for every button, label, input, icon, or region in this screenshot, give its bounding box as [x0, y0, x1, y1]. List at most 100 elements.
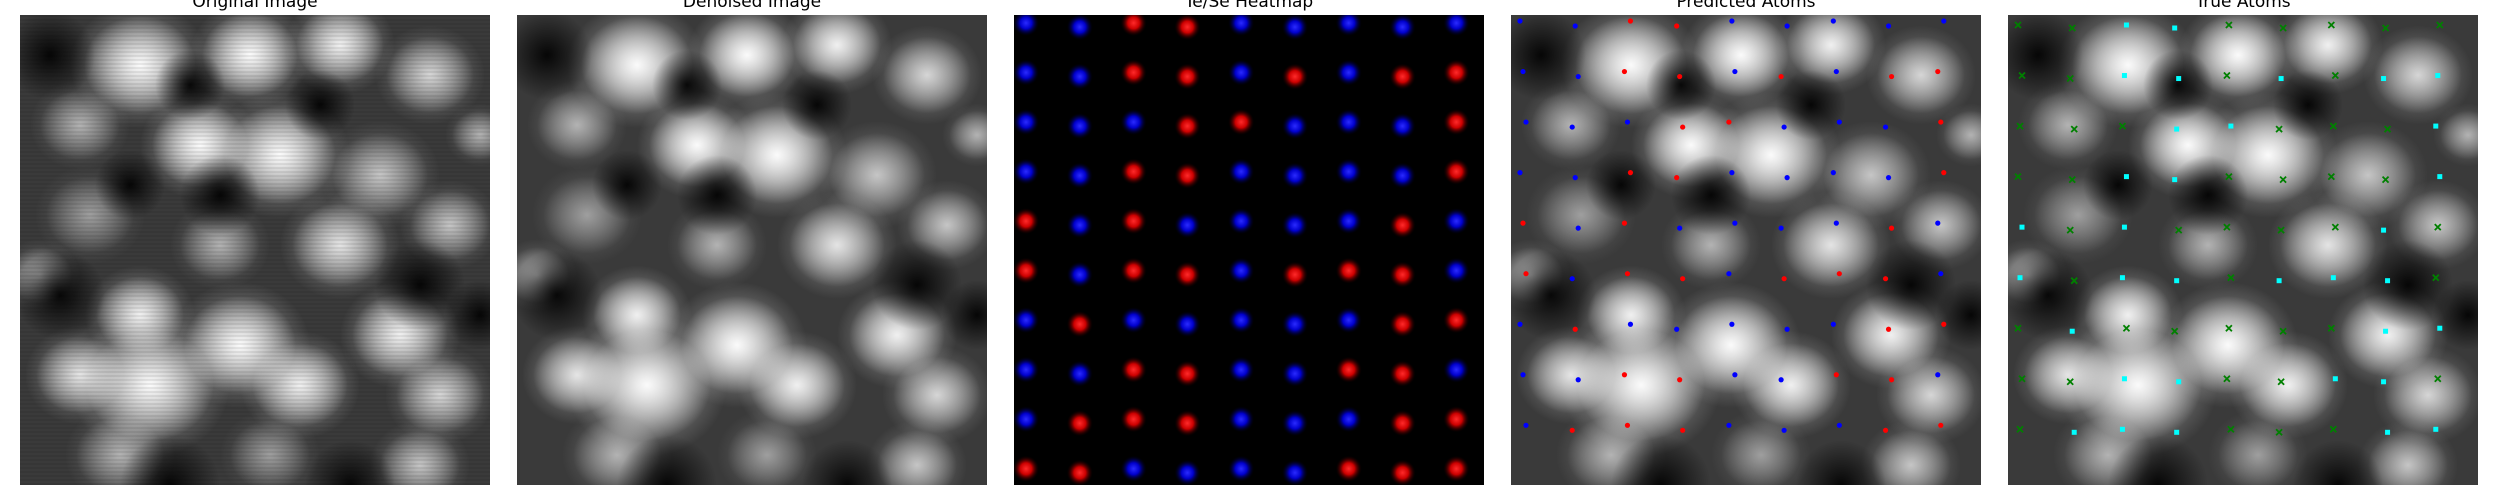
- heatmap-blob-se: [1066, 113, 1093, 140]
- heatmap-blob-se: [1281, 410, 1308, 437]
- panel-predicted: Predicted Atoms: [1511, 0, 1981, 500]
- heatmap-blob-te: [1281, 261, 1308, 288]
- heatmap-blob-se: [1228, 307, 1255, 334]
- true-atom-te: [2176, 379, 2182, 385]
- heatmap-blob-te: [1120, 59, 1147, 86]
- true-bg-blob-23: [2440, 110, 2478, 160]
- heatmap-blob-se: [1228, 257, 1255, 284]
- true-atom-se: [2327, 21, 2335, 29]
- predicted-atom-se: [1938, 271, 1944, 277]
- predicted-atom-te: [1836, 271, 1842, 277]
- true-atom-se: [2066, 226, 2074, 234]
- predicted-atom-te: [1677, 377, 1683, 383]
- predicted-bg-blob-1: [1693, 15, 1789, 97]
- predicted-atom-te: [1621, 68, 1628, 75]
- heatmap-blob-se: [1281, 360, 1308, 387]
- heatmap-blob-se: [1120, 307, 1147, 334]
- heatmap-blob-se: [1014, 307, 1039, 334]
- heatmap-blob-se: [1228, 356, 1255, 383]
- heatmap-blob-se: [1335, 59, 1362, 86]
- true-atom-te: [2119, 275, 2125, 281]
- predicted-atom-te: [1882, 276, 1889, 282]
- true-atom-te: [2276, 278, 2282, 284]
- true-atom-te: [2435, 73, 2441, 79]
- predicted-atom-se: [1569, 276, 1575, 282]
- denoised-bg-blob-2: [793, 15, 881, 84]
- predicted-atom-se: [1517, 170, 1523, 176]
- true-atom-se: [2225, 172, 2233, 181]
- predicted-atom-te: [1621, 372, 1628, 378]
- true-atom-se: [2227, 274, 2235, 282]
- heatmap-blob-se: [1335, 109, 1362, 136]
- denoised-bg-shadow-3: [677, 155, 757, 235]
- true-atom-se: [2171, 327, 2179, 335]
- predicted-atom-se: [1575, 73, 1581, 80]
- heatmap-blob-te: [1174, 360, 1201, 387]
- true-atom-se: [2381, 24, 2390, 32]
- heatmap-blob-se: [1443, 15, 1470, 36]
- true-atom-te: [2437, 174, 2443, 180]
- true-bg-shadow-2: [2008, 250, 2093, 340]
- predicted-atom-se: [1572, 23, 1578, 29]
- denoised-bg-blob-20: [727, 420, 807, 485]
- true-atom-se: [2279, 175, 2287, 184]
- true-atom-te: [2228, 123, 2234, 129]
- true-atom-se: [2275, 428, 2283, 436]
- true-atom-se: [2381, 175, 2390, 184]
- predicted-atom-te: [1941, 321, 1947, 327]
- heatmap-blob-se: [1228, 406, 1255, 433]
- true-atom-se: [2225, 21, 2233, 29]
- predicted-bg-blob-2: [1787, 15, 1875, 84]
- denoised-bg-blob-4: [537, 90, 617, 160]
- heatmap-blob-te: [1443, 109, 1470, 136]
- panel-heatmap: Te/Se Heatmap: [1014, 0, 1484, 500]
- true-atom-te: [2172, 177, 2178, 183]
- predicted-atom-se: [1836, 422, 1842, 428]
- heatmap-blob-se: [1389, 113, 1416, 140]
- true-atom-te: [2121, 224, 2127, 230]
- predicted-atom-se: [1781, 427, 1787, 433]
- true-atom-se: [2383, 125, 2392, 133]
- predicted-atom-se: [1627, 321, 1634, 327]
- true-atom-te: [2174, 126, 2180, 132]
- predicted-atom-se: [1784, 326, 1790, 332]
- predicted-bg-blob-10: [1783, 203, 1879, 287]
- predicted-bg-blob-16: [1577, 329, 1705, 441]
- true-bg-blob-3: [2374, 36, 2462, 114]
- denoised-bg-blob-3: [883, 36, 971, 114]
- predicted-atom-te: [1941, 170, 1947, 176]
- heatmap-blob-te: [1120, 15, 1147, 36]
- true-atom-se: [2070, 125, 2078, 133]
- predicted-atom-te: [1680, 276, 1686, 282]
- heatmap-blob-te: [1389, 261, 1416, 288]
- true-atom-te: [2381, 379, 2387, 385]
- true-atom-te: [2121, 376, 2127, 382]
- heatmap-blob-te: [1443, 406, 1470, 433]
- predicted-atom-se: [1575, 225, 1581, 231]
- predicted-atom-te: [1569, 427, 1575, 433]
- true-atom-te: [2330, 275, 2336, 281]
- heatmap-blob-te: [1066, 311, 1093, 338]
- true-atom-se: [2329, 122, 2337, 130]
- heatmap-blob-te: [1443, 455, 1470, 482]
- heatmap-blob-te: [1335, 455, 1362, 482]
- predicted-atom-se: [1830, 170, 1836, 176]
- true-bg-shadow-8: [2273, 70, 2343, 140]
- true-atom-se: [2018, 375, 2026, 383]
- heatmap-blob-se: [1443, 208, 1470, 235]
- true-atom-te: [2385, 278, 2391, 284]
- predicted-bg-shadow-9: [1936, 280, 1981, 350]
- predicted-atom-te: [1888, 73, 1895, 80]
- heatmap-blob-te: [1228, 109, 1255, 136]
- original-image: [20, 15, 490, 485]
- heatmap-blob-se: [1228, 208, 1255, 235]
- predicted-atom-se: [1674, 326, 1680, 332]
- heatmap-blob-se: [1281, 15, 1308, 40]
- panel-title-true: True Atoms: [2195, 0, 2291, 12]
- denoised-bg-blob-1: [699, 15, 795, 97]
- heatmap-blob-se: [1120, 455, 1147, 482]
- heatmap-blob-te: [1120, 406, 1147, 433]
- heatmap-blob-se: [1335, 15, 1362, 36]
- heatmap-blob-te: [1120, 208, 1147, 235]
- panel-title-original: Original Image: [192, 0, 318, 12]
